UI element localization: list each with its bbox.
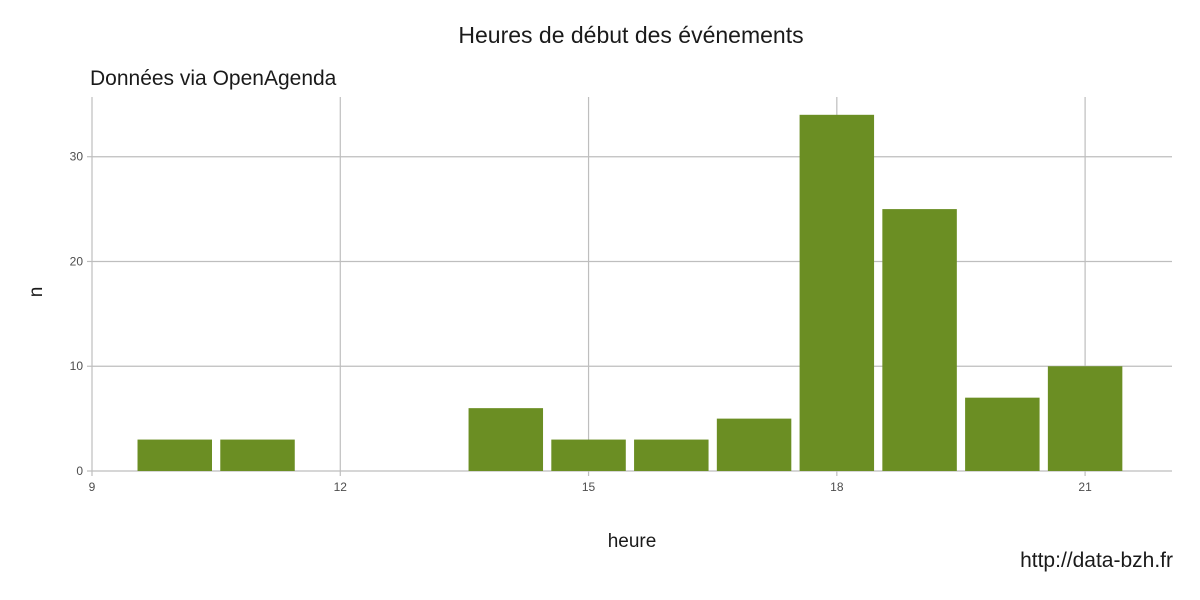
y-axis-title: n [26, 287, 47, 298]
bar [634, 439, 709, 471]
chart-title: Heures de début des événements [458, 22, 804, 48]
bar [1047, 366, 1123, 471]
bar [220, 439, 295, 471]
x-axis-title: heure [608, 531, 657, 552]
bar [716, 418, 792, 471]
axis-ticks: 0 10 20 30 9 12 15 18 21 [70, 150, 1092, 494]
x-tick-label: 18 [830, 480, 844, 494]
y-tick-label: 20 [70, 254, 84, 268]
chart-subtitle: Données via OpenAgenda [90, 67, 337, 90]
y-tick-label: 10 [70, 359, 84, 373]
bar [965, 397, 1040, 471]
y-tick-label: 30 [70, 150, 84, 164]
x-tick-label: 21 [1078, 480, 1092, 494]
bar [137, 439, 212, 471]
bars [137, 114, 1123, 472]
bar [799, 114, 875, 472]
x-tick-label: 15 [582, 480, 596, 494]
bar [882, 209, 957, 471]
bar [551, 439, 626, 471]
x-tick-label: 9 [89, 480, 96, 494]
x-tick-label: 12 [334, 480, 348, 494]
bar [468, 408, 544, 471]
y-tick-label: 0 [76, 464, 83, 478]
chart-caption: http://data-bzh.fr [1020, 549, 1173, 572]
